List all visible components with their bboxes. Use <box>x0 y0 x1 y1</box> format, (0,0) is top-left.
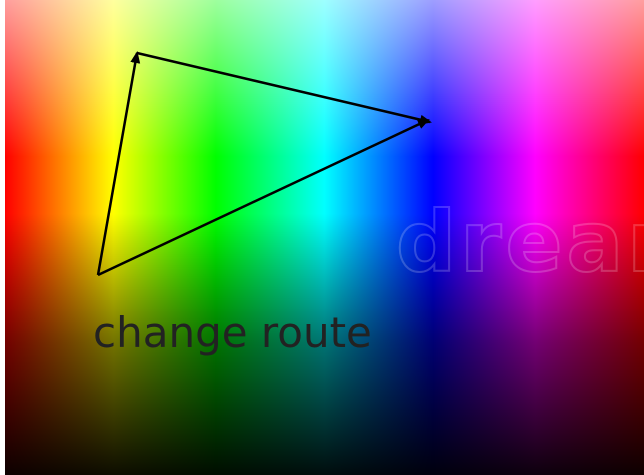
route-segment-1 <box>96 51 141 276</box>
caption-text: change route <box>93 308 372 357</box>
shade-gradient <box>5 0 644 475</box>
watermark-text: dream <box>395 193 644 291</box>
route-segment-3 <box>97 118 430 277</box>
route-segment-2 <box>136 51 432 125</box>
left-edge-strip <box>0 0 5 475</box>
